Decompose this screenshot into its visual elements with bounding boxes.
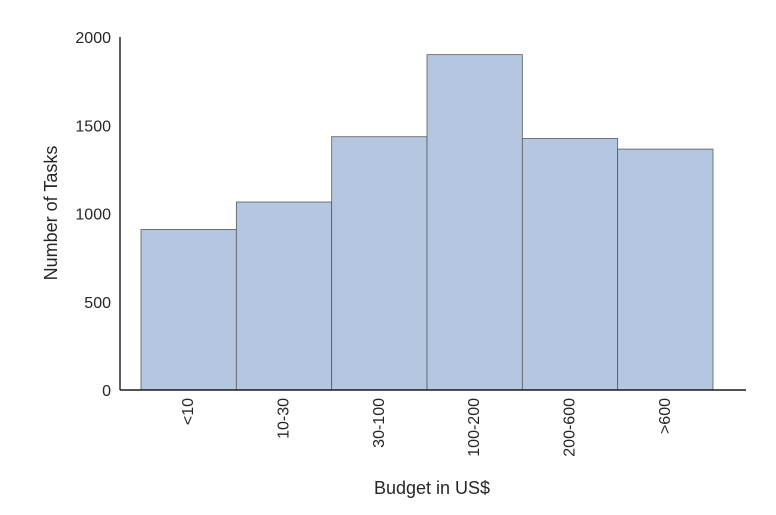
x-tick-label-5: >600 xyxy=(657,398,674,434)
y-tick-label-1: 500 xyxy=(84,295,111,312)
x-tick-label-2: 30-100 xyxy=(371,398,388,448)
bar-4 xyxy=(521,138,619,391)
bar-3 xyxy=(426,54,523,391)
x-axis-ticks: <10 10-30 30-100 100-200 200-600 >600 xyxy=(180,398,674,457)
y-tick-label-0: 0 xyxy=(102,383,111,400)
bars-group xyxy=(140,54,714,391)
bar-1 xyxy=(235,201,333,391)
y-tick-label-4: 2000 xyxy=(75,30,111,47)
y-axis-label: Number of Tasks xyxy=(41,146,61,281)
x-tick-label-0: <10 xyxy=(180,398,197,425)
bar-0 xyxy=(140,228,237,391)
x-tick-label-1: 10-30 xyxy=(276,398,293,439)
x-tick-label-4: 200-600 xyxy=(562,398,579,457)
y-tick-label-3: 1500 xyxy=(75,118,111,135)
x-tick-label-3: 100-200 xyxy=(466,398,483,457)
bar-2 xyxy=(331,136,428,391)
bar-5 xyxy=(617,148,714,391)
y-axis-ticks: 0 500 1000 1500 2000 xyxy=(75,30,111,400)
y-tick-label-2: 1000 xyxy=(75,207,111,224)
x-axis-label: Budget in US$ xyxy=(374,478,490,498)
